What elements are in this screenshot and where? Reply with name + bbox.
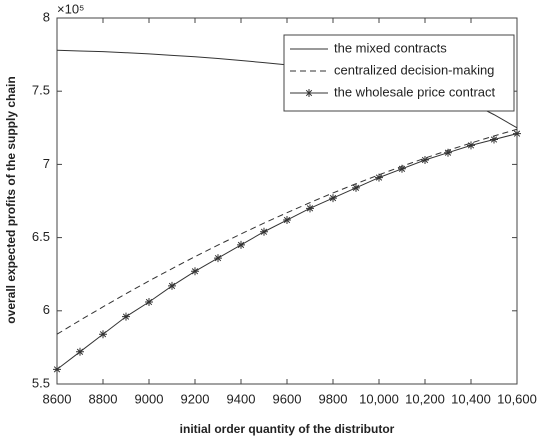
y-tick-label: 6	[43, 302, 50, 317]
marker	[99, 330, 107, 339]
x-axis-label: initial order quantity of the distributo…	[180, 422, 395, 436]
y-tick-label: 7	[43, 156, 50, 171]
marker	[122, 312, 130, 321]
legend-label: the mixed contracts	[334, 40, 447, 55]
legend: the mixed contracts centralized decision-…	[283, 34, 515, 112]
marker	[398, 164, 406, 173]
x-tick-label: 10,400	[451, 391, 491, 406]
y-tick-label: 5.5	[32, 375, 50, 390]
x-tick-label: 8600	[43, 391, 72, 406]
legend-box	[283, 34, 515, 112]
y-tick-label: 8	[43, 9, 50, 24]
series-line	[56, 128, 518, 335]
marker	[490, 135, 498, 144]
marker	[76, 347, 84, 356]
y-axis-label: overall expected profits of the supply c…	[4, 76, 18, 323]
x-tick-label: 9200	[181, 391, 210, 406]
marker	[191, 267, 199, 276]
x-tick-label: 9400	[227, 391, 256, 406]
marker	[421, 156, 429, 165]
x-tick-label: 10,600	[497, 391, 537, 406]
marker	[467, 141, 475, 150]
x-tick-label: 10,200	[405, 391, 445, 406]
marker	[352, 183, 360, 192]
series-line	[56, 133, 518, 370]
marker	[145, 298, 153, 307]
x-tick-label: 9000	[135, 391, 164, 406]
legend-label: the wholesale price contract	[334, 84, 496, 99]
marker	[375, 173, 383, 182]
marker	[260, 227, 268, 236]
x-tick-label: 10,000	[359, 391, 399, 406]
y-multiplier: ×10⁵	[57, 1, 84, 16]
y-tick-label: 7.5	[32, 83, 50, 98]
legend-marker	[305, 89, 313, 97]
marker	[53, 365, 61, 374]
marker	[214, 254, 222, 263]
legend-label: centralized decision-making	[334, 62, 494, 77]
marker	[444, 148, 452, 157]
marker	[283, 216, 291, 225]
marker	[513, 129, 521, 138]
marker	[329, 194, 337, 203]
y-tick-label: 6.5	[32, 229, 50, 244]
marker	[306, 204, 314, 213]
x-tick-label: 9600	[273, 391, 302, 406]
x-tick-label: 8800	[89, 391, 118, 406]
marker	[168, 281, 176, 290]
marker	[237, 240, 245, 249]
x-tick-label: 9800	[319, 391, 348, 406]
